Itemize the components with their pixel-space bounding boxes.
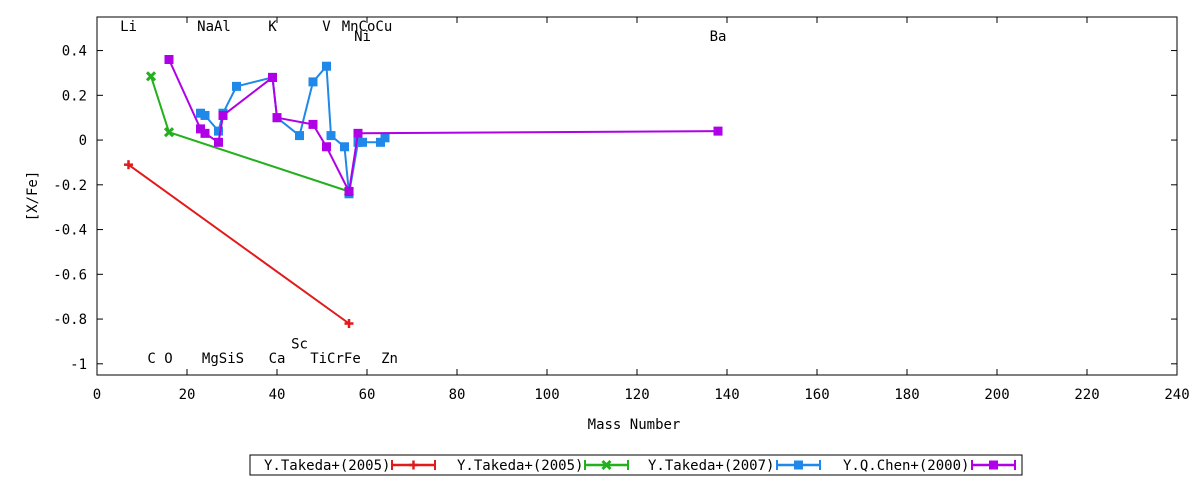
data-point	[200, 110, 210, 120]
series-line	[127, 163, 350, 325]
legend-swatch	[776, 460, 821, 470]
data-point	[308, 119, 318, 129]
y-tick-label: -0.2	[53, 178, 87, 194]
y-tick-label: -0.4	[53, 223, 87, 239]
y-axis-label: [X/Fe]	[25, 171, 41, 222]
legend-swatch	[584, 459, 629, 471]
data-point	[322, 61, 331, 71]
x-tick-label: 120	[624, 387, 649, 403]
series-1	[124, 160, 354, 329]
data-point	[124, 160, 133, 170]
legend-marker	[794, 460, 803, 470]
data-point	[164, 55, 174, 65]
element-label: K	[268, 19, 277, 35]
x-tick-label: 80	[449, 387, 466, 403]
y-tick-label: -0.8	[53, 312, 87, 328]
legend-box	[249, 454, 1023, 476]
y-tick-label: 0.2	[62, 88, 87, 104]
data-point	[713, 126, 723, 136]
legend-label: Y.Takeda+(2005)	[264, 458, 390, 474]
data-point	[214, 126, 223, 136]
element-label: Ni	[354, 29, 371, 45]
data-point	[353, 128, 363, 138]
tick-layer: 0 20 40 60 80 100 120 140 160 180 200 220 240 0.4 0.2 0…	[53, 17, 1190, 403]
legend-label: Y.Takeda+(2007)	[648, 458, 774, 474]
x-tick-label: 100	[534, 387, 559, 403]
data-point	[308, 77, 318, 87]
data-point	[380, 133, 390, 143]
legend-marker	[989, 460, 998, 470]
data-point	[322, 142, 331, 152]
y-tick-label: 0.4	[62, 44, 87, 60]
x-tick-label: 140	[714, 387, 739, 403]
element-label: TiCrFe	[310, 351, 361, 367]
data-point	[272, 113, 282, 123]
data-point	[295, 131, 304, 141]
series-layer	[124, 55, 723, 329]
y-tick-label: -0.6	[53, 267, 87, 283]
y-tick-label: -1	[70, 357, 87, 373]
data-point	[214, 137, 223, 147]
data-point	[326, 131, 336, 141]
x-axis-label: Mass Number	[588, 417, 681, 433]
legend-marker	[601, 459, 612, 471]
x-tick-label: 40	[269, 387, 286, 403]
legend-swatch	[391, 460, 436, 470]
data-point	[344, 187, 354, 197]
element-label: Sc	[291, 337, 308, 353]
x-tick-label: 60	[359, 387, 376, 403]
x-tick-label: 0	[93, 387, 101, 403]
legend-marker	[409, 460, 418, 470]
element-label: Li	[120, 19, 137, 35]
data-point	[145, 71, 157, 82]
element-label: Ba	[710, 29, 727, 45]
data-point	[358, 137, 367, 147]
x-tick-label: 240	[1164, 387, 1189, 403]
element-label: MgSiS	[202, 351, 244, 367]
y-tick-label: 0	[79, 133, 87, 149]
legend-label: Y.Q.Chen+(2000)	[843, 458, 969, 474]
element-label: NaAl	[197, 19, 231, 35]
legend-swatch	[971, 460, 1016, 470]
x-tick-label: 220	[1074, 387, 1099, 403]
x-tick-label: 20	[179, 387, 196, 403]
data-point	[232, 81, 241, 91]
data-point	[218, 110, 228, 120]
x-tick-label: 180	[894, 387, 919, 403]
data-point	[344, 319, 354, 329]
element-label: Ca	[269, 351, 286, 367]
data-point	[268, 72, 277, 82]
x-tick-label: 160	[804, 387, 829, 403]
series-4	[164, 55, 723, 197]
element-label: C O	[147, 351, 172, 367]
legend-label: Y.Takeda+(2005)	[457, 458, 583, 474]
data-point	[163, 127, 175, 138]
legend: Y.Takeda+(2005) Y.Takeda+(2005) Y.Takeda+(…	[249, 454, 1023, 476]
x-tick-label: 200	[984, 387, 1009, 403]
element-label: MnCoCu	[342, 19, 393, 35]
data-point	[340, 142, 349, 152]
element-label: Zn	[381, 351, 398, 367]
data-point	[200, 128, 210, 138]
element-label: V	[322, 19, 331, 35]
